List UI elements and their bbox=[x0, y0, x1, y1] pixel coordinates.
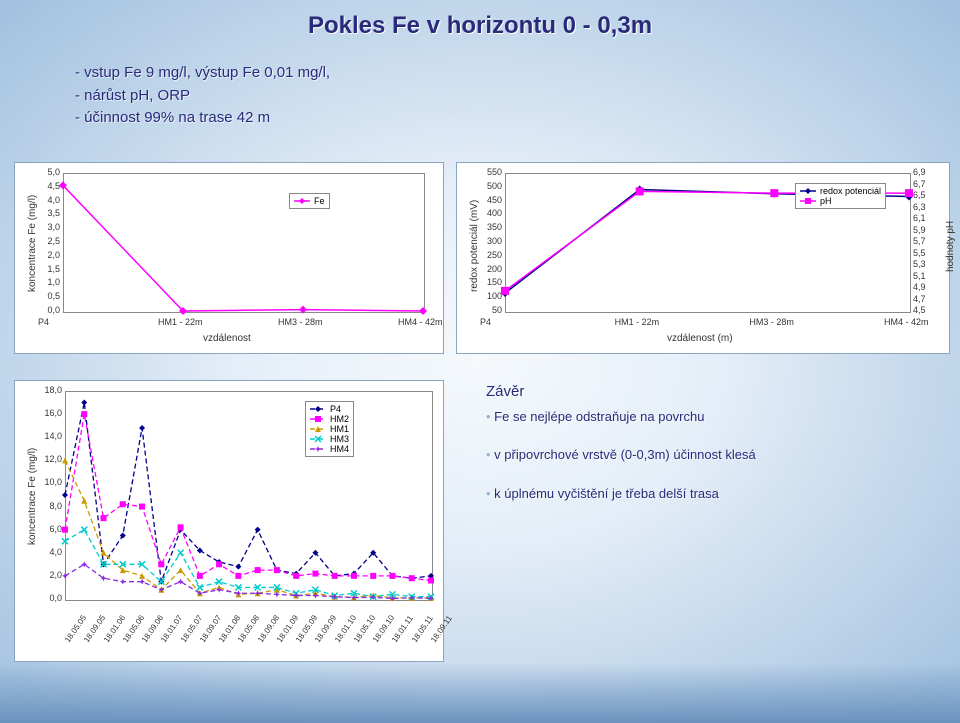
chart-legend: redox potenciálpH bbox=[795, 183, 886, 209]
time-series-chart: 0,02,04,06,08,010,012,014,016,018,018.05… bbox=[14, 380, 444, 662]
series-marker bbox=[139, 504, 145, 510]
legend-swatch-icon bbox=[800, 186, 816, 196]
legend-swatch-icon bbox=[294, 196, 310, 206]
series-marker bbox=[255, 527, 261, 533]
series-marker bbox=[62, 573, 68, 579]
series-marker bbox=[178, 524, 184, 530]
series-marker bbox=[274, 567, 280, 573]
legend-label: redox potenciál bbox=[820, 186, 881, 196]
legend-label: pH bbox=[820, 196, 832, 206]
series-marker bbox=[62, 538, 68, 544]
series-marker bbox=[332, 573, 338, 579]
legend-label: HM3 bbox=[330, 434, 349, 444]
series-marker bbox=[501, 287, 509, 295]
series-marker bbox=[428, 578, 434, 584]
series-marker bbox=[81, 498, 87, 504]
fe-concentration-chart: 0,00,51,01,52,02,53,03,54,04,55,0P4HM1 -… bbox=[14, 162, 444, 354]
legend-label: HM1 bbox=[330, 424, 349, 434]
series-marker bbox=[409, 575, 415, 581]
intro-bullets: - vstup Fe 9 mg/l, výstup Fe 0,01 mg/l,-… bbox=[75, 62, 330, 130]
legend-swatch-icon bbox=[800, 196, 816, 206]
legend-label: Fe bbox=[314, 196, 325, 206]
page-title: Pokles Fe v horizontu 0 - 0,3m bbox=[0, 12, 960, 40]
intro-bullet: - účinnost 99% na trase 42 m bbox=[75, 107, 330, 130]
conclusion-bullet: v připovrchové vrstvě (0-0,3m) účinnost … bbox=[486, 445, 926, 465]
series-marker bbox=[178, 579, 184, 585]
legend-item: HM2 bbox=[310, 414, 349, 424]
conclusion-block: Závěr Fe se nejlépe odstraňuje na povrchu… bbox=[486, 380, 926, 504]
legend-item: Fe bbox=[294, 196, 325, 206]
legend-label: HM4 bbox=[330, 444, 349, 454]
series-marker bbox=[81, 527, 87, 533]
series-marker bbox=[389, 573, 395, 579]
series-marker bbox=[293, 573, 299, 579]
series-marker bbox=[139, 425, 145, 431]
chart-legend: Fe bbox=[289, 193, 330, 209]
legend-swatch-icon bbox=[310, 434, 326, 444]
legend-label: HM2 bbox=[330, 414, 349, 424]
conclusion-bullet: Fe se nejlépe odstraňuje na povrchu bbox=[486, 407, 926, 427]
slide: Pokles Fe v horizontu 0 - 0,3m - vstup F… bbox=[0, 0, 960, 723]
chart-svg bbox=[15, 381, 443, 661]
conclusion-heading: Závěr bbox=[486, 380, 926, 403]
legend-swatch-icon bbox=[310, 424, 326, 434]
series-marker bbox=[312, 571, 318, 577]
bottom-fade bbox=[0, 663, 960, 723]
series-marker bbox=[120, 579, 126, 585]
series-marker bbox=[351, 573, 357, 579]
legend-label: P4 bbox=[330, 404, 341, 414]
intro-bullet: - vstup Fe 9 mg/l, výstup Fe 0,01 mg/l, bbox=[75, 62, 330, 85]
chart-svg bbox=[15, 163, 443, 353]
series-marker bbox=[255, 567, 261, 573]
legend-swatch-icon bbox=[310, 414, 326, 424]
series-marker bbox=[158, 561, 164, 567]
legend-item: pH bbox=[800, 196, 881, 206]
series-marker bbox=[81, 400, 87, 406]
series-marker bbox=[216, 561, 222, 567]
series-marker bbox=[636, 187, 644, 195]
intro-bullet: - nárůst pH, ORP bbox=[75, 85, 330, 108]
series-marker bbox=[62, 492, 68, 498]
conclusion-bullet: k úplnému vyčištění je třeba delší trasa bbox=[486, 484, 926, 504]
series-marker bbox=[178, 567, 184, 573]
series-line bbox=[63, 185, 423, 311]
legend-item: HM1 bbox=[310, 424, 349, 434]
series-marker bbox=[905, 189, 913, 197]
series-marker bbox=[235, 564, 241, 570]
series-marker bbox=[101, 515, 107, 521]
series-marker bbox=[235, 573, 241, 579]
series-marker bbox=[370, 573, 376, 579]
series-line bbox=[65, 564, 431, 598]
legend-item: HM4 bbox=[310, 444, 349, 454]
legend-item: P4 bbox=[310, 404, 349, 414]
chart-legend: P4HM2HM1HM3HM4 bbox=[305, 401, 354, 457]
legend-item: HM3 bbox=[310, 434, 349, 444]
legend-swatch-icon bbox=[310, 444, 326, 454]
series-marker bbox=[120, 501, 126, 507]
series-marker bbox=[197, 573, 203, 579]
legend-swatch-icon bbox=[310, 404, 326, 414]
series-marker bbox=[62, 527, 68, 533]
series-marker bbox=[139, 579, 145, 585]
series-marker bbox=[178, 550, 184, 556]
series-marker bbox=[62, 457, 68, 463]
series-marker bbox=[419, 307, 427, 315]
series-marker bbox=[81, 411, 87, 417]
redox-ph-chart: 501001502002503003504004505005504,54,74,… bbox=[456, 162, 950, 354]
legend-item: redox potenciál bbox=[800, 186, 881, 196]
series-line bbox=[65, 403, 431, 582]
series-marker bbox=[299, 306, 307, 314]
series-marker bbox=[235, 590, 241, 596]
series-marker bbox=[770, 189, 778, 197]
series-line bbox=[65, 530, 431, 597]
